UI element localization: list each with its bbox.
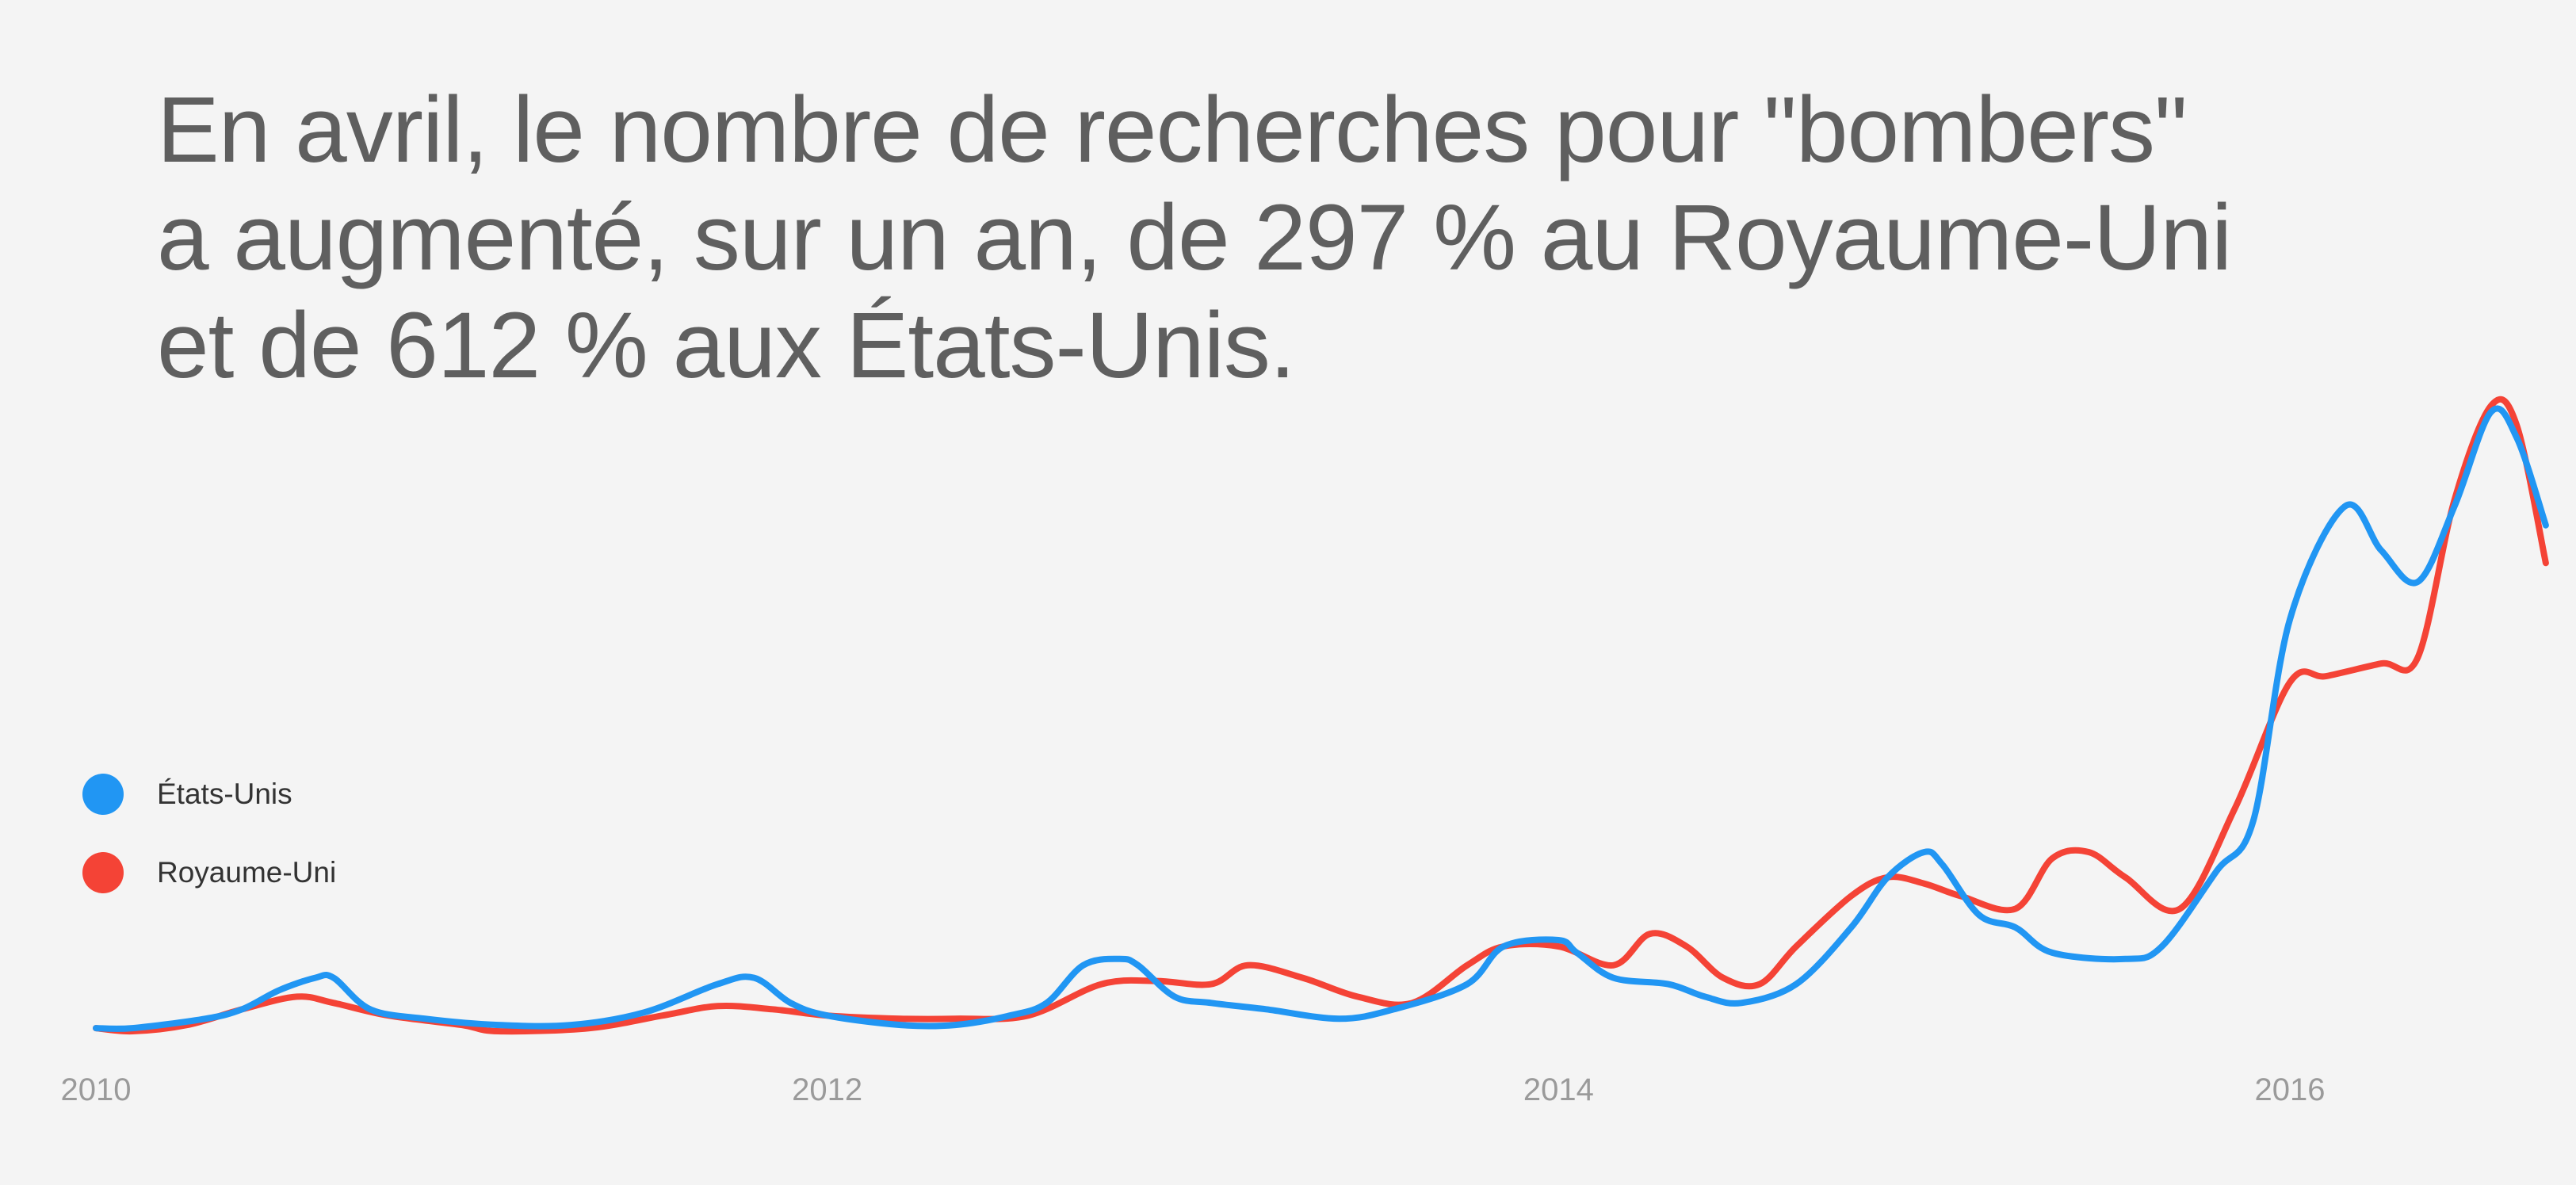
series-lines <box>93 396 2549 1035</box>
headline-line-2: a augmenté, sur un an, de 297 % au Royau… <box>157 185 2232 290</box>
legend-label-royaume-uni: Royaume-Uni <box>157 856 337 889</box>
x-axis: 2010 2012 2014 2016 <box>61 1072 2326 1107</box>
legend-item-royaume-uni: Royaume-Uni <box>82 852 336 893</box>
legend: États-Unis Royaume-Uni <box>82 774 336 931</box>
x-tick-label-2012: 2012 <box>792 1072 862 1107</box>
series-line-etats-unis <box>93 405 2549 1032</box>
legend-dot-royaume-uni <box>82 852 124 893</box>
headline: En avril, le nombre de recherches pour "… <box>157 76 2456 399</box>
headline-line-1: En avril, le nombre de recherches pour "… <box>157 78 2188 182</box>
x-tick-label-2016: 2016 <box>2255 1072 2326 1107</box>
legend-label-etats-unis: États-Unis <box>157 778 292 810</box>
legend-dot-etats-unis <box>82 774 124 815</box>
legend-item-etats-unis: États-Unis <box>82 774 336 815</box>
series-line-royaume-uni <box>93 396 2549 1035</box>
x-tick-label-2010: 2010 <box>61 1072 132 1107</box>
x-tick-label-2014: 2014 <box>1523 1072 1594 1107</box>
headline-line-3: et de 612 % aux États-Unis. <box>157 293 1296 398</box>
